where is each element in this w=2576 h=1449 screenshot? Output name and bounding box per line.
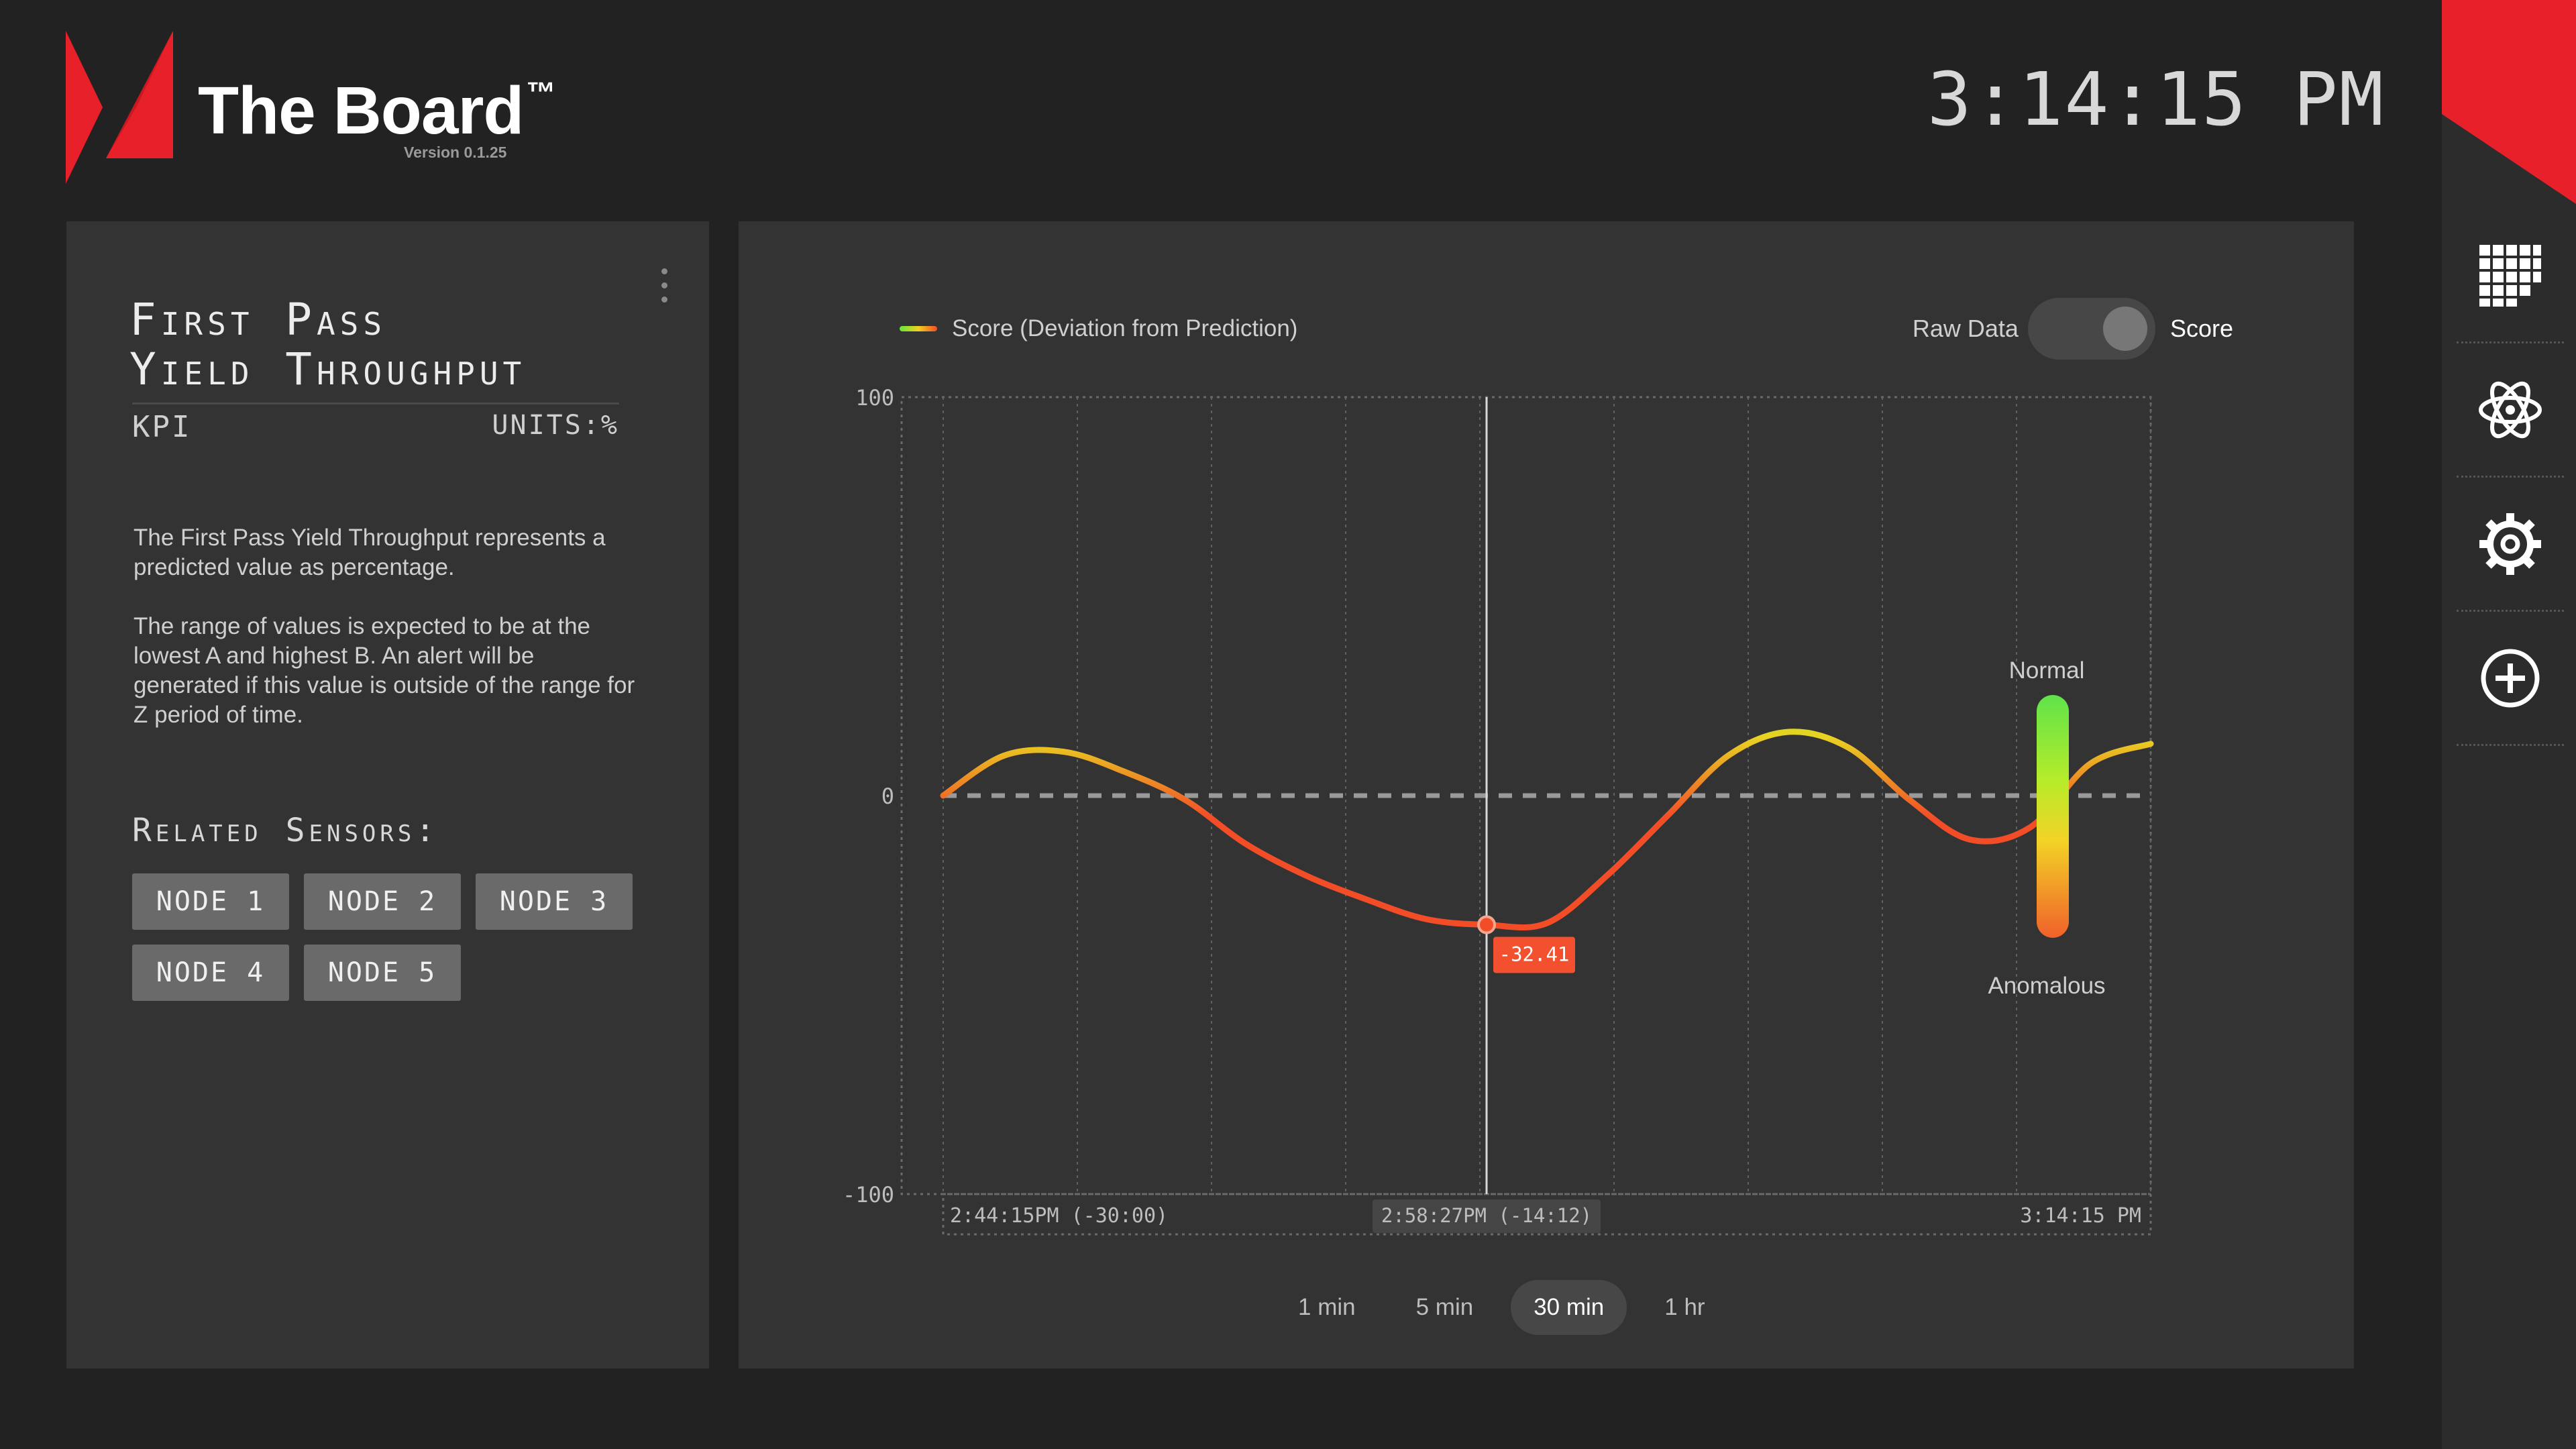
sidebar-settings-button[interactable] (2457, 478, 2564, 612)
kpi-info-card: First Pass Yield Throughput KPI UNITS:% … (66, 221, 709, 1368)
node-2-button[interactable]: NODE 2 (304, 873, 461, 930)
red-corner-decoration (2442, 0, 2576, 204)
mode-toggle-switch[interactable] (2027, 298, 2155, 360)
legend-label: Score (Deviation from Prediction) (952, 315, 1298, 341)
sidebar-atom-button[interactable] (2457, 343, 2564, 478)
score-chart[interactable]: 100 0 -100 2:44:15PM (-30:00) 3:14:15 PM 2:5… (739, 221, 2354, 1368)
node-5-button[interactable]: NODE 5 (304, 945, 461, 1001)
toggle-score-label[interactable]: Score (2169, 315, 2233, 342)
cursor-time-label: 2:58:27PM (-14:12) (1381, 1204, 1592, 1227)
grid-icon (2479, 244, 2541, 307)
y-tick-label: 0 (881, 784, 894, 809)
time-range-30-min[interactable]: 30 min (1511, 1280, 1627, 1335)
brand-logo (66, 31, 173, 184)
brand-name: The Board™ (198, 73, 555, 148)
kpi-description: The First Pass Yield Throughput represen… (133, 525, 635, 728)
add-circle-icon (2481, 649, 2540, 707)
node-3-button[interactable]: NODE 3 (476, 873, 633, 930)
node-4-button[interactable]: NODE 4 (132, 945, 289, 1001)
x-label-start: 2:44:15PM (-30:00) (950, 1204, 1168, 1228)
toggle-knob[interactable] (2102, 307, 2147, 351)
right-sidebar (2442, 0, 2576, 1449)
time-range-1-hr[interactable]: 1 hr (1664, 1294, 1705, 1320)
cursor-value-label: -32.41 (1499, 943, 1570, 966)
x-label-end: 3:14:15 PM (2020, 1204, 2141, 1228)
time-range-tabs: 1 min 5 min 30 min 1 hr (1275, 1280, 1728, 1335)
related-sensors-list: NODE 1 NODE 2 NODE 3 NODE 4 NODE 5 (132, 873, 642, 1001)
kpi-title: First Pass Yield Throughput (129, 294, 527, 395)
x-axis-strip (942, 1193, 2152, 1236)
scale-gradient-bar (2037, 695, 2069, 938)
kpi-units-label: UNITS:% (492, 410, 619, 441)
gear-icon (2479, 513, 2541, 575)
sidebar-add-button[interactable] (2457, 612, 2564, 746)
atom-icon (2479, 381, 2542, 438)
data-mode-toggle: Raw Data Score (1913, 298, 2233, 360)
time-range-5-min[interactable]: 5 min (1415, 1294, 1474, 1320)
chart-card: 100 0 -100 2:44:15PM (-30:00) 3:14:15 PM 2:5… (739, 221, 2354, 1368)
version-label: Version 0.1.25 (404, 144, 507, 161)
normal-anomalous-scale: Normal Anomalous (1986, 657, 2107, 1194)
cursor-time-chip (1373, 1199, 1601, 1233)
plot-frame (900, 396, 2152, 1195)
related-sensors-title: Related Sensors: (132, 812, 439, 849)
clock: 3:14:15 PM (1927, 56, 2385, 142)
node-1-button[interactable]: NODE 1 (132, 873, 289, 930)
kpi-meta-row: KPI UNITS:% (132, 402, 619, 444)
cursor-value-badge (1493, 936, 1575, 973)
y-tick-label: -100 (843, 1182, 894, 1208)
y-tick-label: 100 (855, 385, 894, 411)
scale-anomalous-label: Anomalous (1988, 973, 2106, 999)
time-range-1-min[interactable]: 1 min (1298, 1294, 1356, 1320)
more-options-icon[interactable] (659, 268, 669, 307)
score-series-line (940, 729, 2154, 931)
chart-legend: Score (Deviation from Prediction) (900, 315, 1297, 342)
legend-swatch (900, 326, 937, 331)
kpi-type-label: KPI (132, 410, 192, 444)
scale-normal-label: Normal (2008, 657, 2085, 684)
toggle-raw-data-label[interactable]: Raw Data (1912, 315, 2019, 342)
cursor-point (1477, 915, 1496, 934)
sidebar-grid-button[interactable] (2457, 209, 2564, 343)
